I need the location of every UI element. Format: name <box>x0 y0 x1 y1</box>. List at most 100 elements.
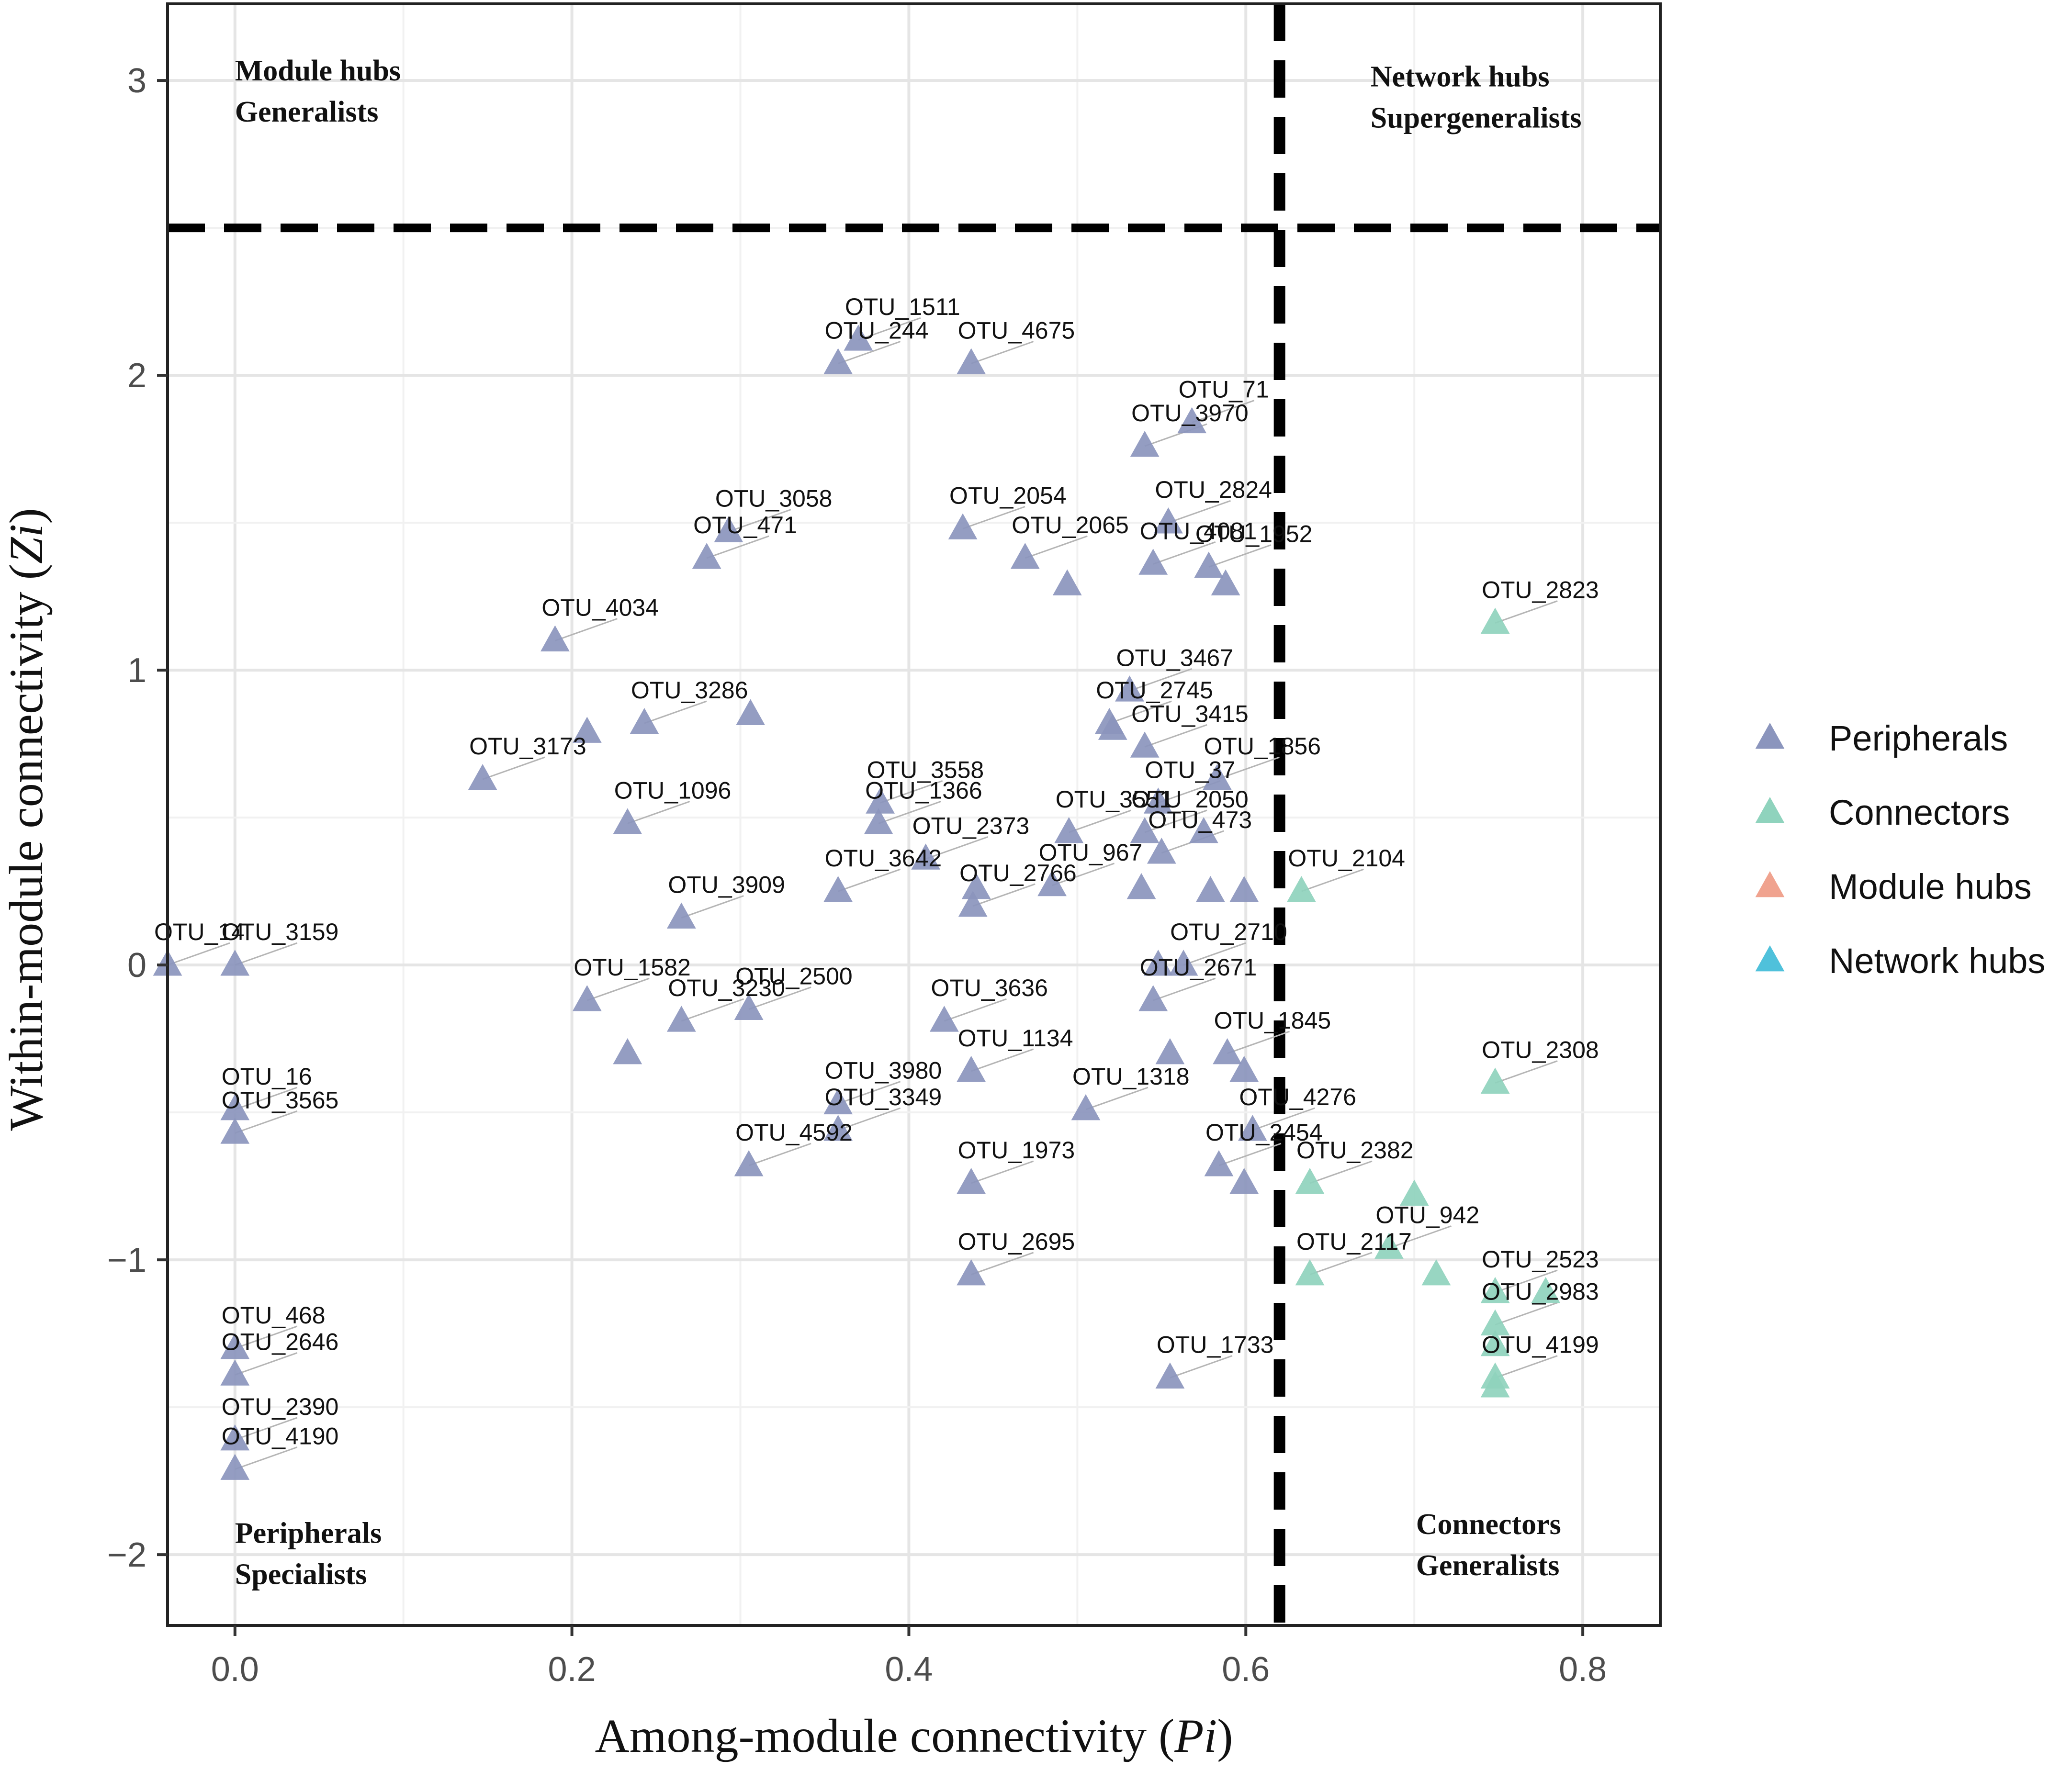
label-leader-line <box>627 801 690 824</box>
data-point-peripherals <box>1037 870 1067 896</box>
x-axis-title: Among-module connectivity (Pi) <box>595 1709 1233 1762</box>
data-point-peripherals <box>1203 764 1232 790</box>
point-label: OTU_2054 <box>949 482 1067 509</box>
legend-key-module-hubs <box>1755 871 1785 897</box>
data-point-peripherals <box>734 1150 764 1176</box>
data-point-connectors <box>1421 1259 1451 1286</box>
data-point-peripherals <box>613 808 642 834</box>
legend-label: Peripherals <box>1829 718 2008 758</box>
label-leader-line <box>748 1143 811 1166</box>
point-label: OTU_244 <box>825 317 929 344</box>
point-label: OTU_2766 <box>959 860 1077 886</box>
label-leader-line <box>235 1110 298 1134</box>
data-point-peripherals <box>866 787 895 814</box>
data-point-peripherals <box>1229 876 1259 902</box>
point-label: OTU_1973 <box>958 1137 1075 1164</box>
point-label: OTU_1134 <box>958 1025 1073 1052</box>
data-point-peripherals <box>1213 1038 1242 1064</box>
data-point-peripherals <box>1147 838 1176 864</box>
legend-key-peripherals <box>1755 723 1785 749</box>
label-leader-line <box>1168 500 1231 524</box>
axes: 0.0 0.2 0.4 0.6 0.8 −2 −1 0 1 2 3 <box>107 62 1607 1689</box>
point-label: OTU_3173 <box>469 733 586 760</box>
data-point-peripherals <box>957 1055 986 1082</box>
legend-label: Module hubs <box>1829 867 2032 907</box>
data-point-peripherals <box>220 1118 250 1144</box>
data-point-peripherals <box>714 516 743 543</box>
point-label: OTU_3230 <box>668 975 785 1001</box>
point-label: OTU_3349 <box>825 1084 942 1110</box>
point-label: OTU_2523 <box>1482 1246 1599 1273</box>
label-leader-line <box>1192 400 1255 424</box>
label-leader-line <box>1218 1143 1282 1166</box>
label-leader-line <box>971 1048 1034 1072</box>
data-point-peripherals <box>736 699 766 725</box>
point-label: OTU_3636 <box>931 975 1048 1001</box>
data-point-peripherals <box>929 1006 959 1032</box>
label-leader-line <box>971 341 1034 364</box>
data-point-peripherals <box>1155 1038 1185 1064</box>
point-label: OTU_4190 <box>222 1423 339 1450</box>
point-label: OTU_2500 <box>735 963 853 990</box>
data-point-peripherals <box>1204 1150 1234 1176</box>
label-leader-line <box>838 1081 901 1105</box>
label-leader-line <box>1109 700 1172 724</box>
point-label: OTU_2104 <box>1288 845 1405 872</box>
data-point-peripherals <box>1143 787 1173 814</box>
point-label: OTU_1733 <box>1157 1332 1274 1358</box>
x-tick-label: 0.4 <box>885 1650 933 1689</box>
data-point-peripherals <box>468 764 497 790</box>
point-label: OTU_4034 <box>541 594 659 621</box>
point-label: OTU_1096 <box>614 777 732 804</box>
data-point-peripherals <box>613 1038 642 1064</box>
label-leader-line <box>235 1352 298 1376</box>
point-label: OTU_2373 <box>912 812 1030 839</box>
point-label: OTU_4675 <box>958 317 1075 344</box>
legend-label: Network hubs <box>1829 941 2045 981</box>
point-label: OTU_16 <box>222 1063 312 1090</box>
point-label: OTU_2823 <box>1482 577 1599 604</box>
label-leader-line <box>644 700 707 724</box>
data-point-peripherals <box>1130 817 1160 843</box>
quadrant-labels: Module hubs Generalists Network hubs Superg… <box>235 55 1582 1591</box>
label-leader-line <box>971 1160 1034 1184</box>
point-label: OTU_3558 <box>867 756 984 783</box>
point-label: OTU_2308 <box>1482 1037 1599 1064</box>
data-point-connectors <box>1480 1371 1510 1398</box>
label-leader-line <box>944 998 1007 1022</box>
label-leader-line <box>1309 1160 1373 1184</box>
data-point-peripherals <box>1211 569 1240 595</box>
data-point-peripherals <box>823 876 853 902</box>
label-leader-line <box>1227 1031 1290 1054</box>
point-label: OTU_3642 <box>825 845 942 872</box>
label-leader-line <box>235 1325 298 1349</box>
data-point-peripherals <box>220 1094 250 1120</box>
point-label: OTU_1845 <box>1214 1007 1331 1034</box>
label-leader-line <box>858 317 921 341</box>
point-label: OTU_1511 <box>845 293 960 320</box>
data-point-peripherals <box>961 873 991 899</box>
point-label: OTU_967 <box>1039 839 1143 866</box>
label-leader-line <box>925 836 989 860</box>
label-leader-lines <box>167 317 1558 1470</box>
label-leader-line <box>838 341 901 364</box>
legend-label: Connectors <box>1829 793 2010 832</box>
data-point-peripherals <box>1138 549 1168 575</box>
label-leader-line <box>235 1446 298 1470</box>
point-label: OTU_4081 <box>1140 517 1257 544</box>
label-leader-line <box>1153 977 1216 1001</box>
label-leader-line <box>1025 535 1088 559</box>
label-leader-line <box>1208 544 1272 568</box>
data-point-peripherals <box>1194 551 1224 578</box>
data-point-connectors <box>1480 1309 1510 1336</box>
point-label: OTU_14 <box>154 919 245 945</box>
data-point-peripherals <box>572 985 602 1011</box>
data-point-connectors <box>1287 876 1316 902</box>
data-point-peripherals <box>911 843 941 870</box>
point-label: OTU_3551 <box>1056 786 1173 813</box>
data-point-peripherals <box>1229 1168 1259 1194</box>
data-point-peripherals <box>823 348 853 374</box>
